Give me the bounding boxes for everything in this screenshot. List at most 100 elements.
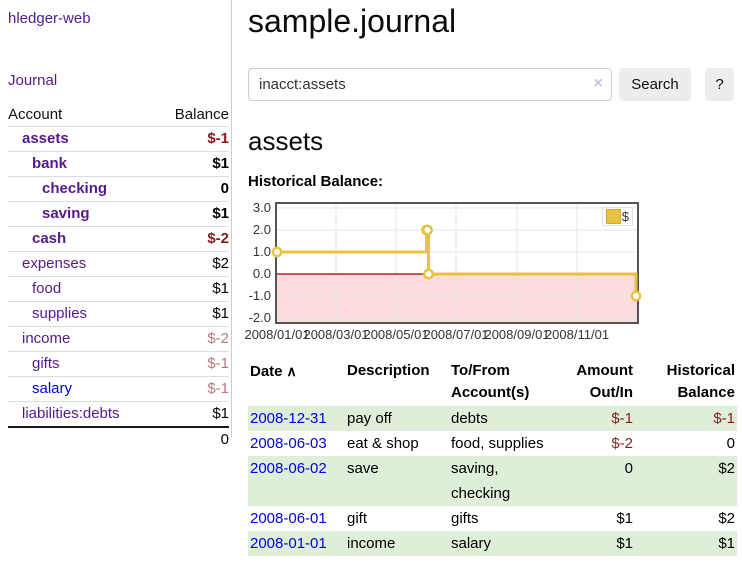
historical-balance-chart: $ 3.0 2.0 1.0 0.0 -1.0 -2.0 2008/01/01 2008/03… (239, 198, 669, 350)
register-header-date[interactable]: Date ∧ (250, 362, 297, 380)
transaction-amount: $1 (616, 534, 633, 552)
page-title: sample.journal (248, 3, 457, 39)
y-axis-tick-label: 0.0 (252, 265, 271, 281)
account-row: cash $-2 (8, 226, 229, 252)
account-balance: $1 (156, 301, 229, 327)
account-row: supplies $1 (8, 301, 229, 327)
account-row: liabilities:debts $1 (8, 401, 229, 427)
transaction-date-link[interactable]: 2008-01-01 (250, 534, 327, 552)
account-balance: $-1 (156, 351, 229, 377)
search-button[interactable]: Search (619, 67, 691, 101)
transaction-amount: $-1 (611, 409, 633, 427)
accounts-table-body: assets $-1 bank $1 checking 0 saving $1 cash $-2 e… (8, 126, 229, 427)
account-balance: $-2 (156, 326, 229, 352)
y-axis-tick-label: -2.0 (248, 309, 271, 325)
account-link[interactable]: checking (42, 180, 108, 197)
account-link[interactable]: cash (32, 230, 67, 247)
register-row: 2008-01-01 income salary $1 $1 (248, 530, 737, 556)
search-form: × Search ? (248, 67, 740, 101)
register-header-balance: Historical Balance (666, 361, 735, 401)
transaction-balance: $-1 (713, 409, 735, 427)
y-axis-tick-label: -1.0 (248, 287, 271, 303)
register-row: 2008-06-02 save saving, checking 0 $2 (248, 455, 737, 506)
y-axis-tick-label: 2.0 (252, 221, 271, 237)
clear-search-icon[interactable]: × (593, 74, 603, 92)
account-link[interactable]: income (22, 330, 71, 347)
account-row: saving $1 (8, 201, 229, 227)
account-balance: $1 (156, 201, 229, 227)
register-row: 2008-06-01 gift gifts $1 $2 (248, 506, 737, 531)
transaction-description: gift (347, 509, 368, 527)
transaction-date-link[interactable]: 2008-06-02 (250, 459, 327, 477)
chart-title: Historical Balance: (248, 172, 384, 190)
accounts-total-row: 0 (8, 426, 229, 452)
account-row: assets $-1 (8, 126, 229, 152)
register-row: 2008-12-31 pay off debts $-1 $-1 (248, 405, 737, 431)
accounts-table: Account Balance assets $-1 bank $1 checking 0… (8, 104, 229, 452)
x-axis-tick-label: 2008/01/01 (244, 326, 310, 342)
y-axis-tick-label: 3.0 (252, 199, 271, 215)
account-link[interactable]: salary (32, 380, 73, 397)
legend-label: $ (621, 208, 629, 224)
account-balance: $1 (156, 401, 229, 427)
transaction-amount: 0 (624, 459, 633, 477)
x-axis-tick-label: 2008/11/01 (544, 326, 610, 342)
x-axis-tick-label: 2008/09/01 (484, 326, 550, 342)
account-row: salary $-1 (8, 376, 229, 402)
main-content: sample.journal × Search ? assets Histori… (244, 0, 740, 556)
account-balance: $1 (156, 151, 229, 177)
account-balance: $-1 (156, 126, 229, 152)
x-axis-tick-label: 2008/07/01 (423, 326, 489, 342)
x-axis-tick-label: 2008/05/01 (363, 326, 429, 342)
transaction-amount: $1 (616, 509, 633, 527)
transaction-balance: $1 (718, 534, 735, 552)
account-link[interactable]: saving (42, 205, 90, 222)
register-header-row: Date ∧ Description To/From Account(s) Amo… (248, 358, 737, 406)
account-balance: 0 (156, 176, 229, 202)
transaction-description: pay off (347, 409, 392, 427)
transaction-date-link[interactable]: 2008-12-31 (250, 409, 327, 427)
sort-ascending-icon: ∧ (286, 362, 297, 379)
account-balance: $2 (156, 251, 229, 277)
account-row: bank $1 (8, 151, 229, 177)
search-box: × (248, 67, 612, 101)
transaction-accounts: gifts (451, 509, 479, 527)
transaction-balance: $2 (718, 509, 735, 527)
transaction-date-link[interactable]: 2008-06-01 (250, 509, 327, 527)
transaction-date-link[interactable]: 2008-06-03 (250, 434, 327, 452)
account-row: income $-2 (8, 326, 229, 352)
transaction-accounts: saving, checking (451, 459, 511, 502)
transaction-accounts: debts (451, 409, 488, 427)
sidebar: hledger-web Journal Account Balance asse… (0, 0, 232, 452)
account-heading: assets (248, 125, 324, 156)
account-row: checking 0 (8, 176, 229, 202)
account-link[interactable]: supplies (32, 305, 88, 322)
brand-link[interactable]: hledger-web (8, 10, 91, 27)
account-row: gifts $-1 (8, 351, 229, 377)
help-button[interactable]: ? (705, 67, 734, 101)
account-link[interactable]: liabilities:debts (22, 405, 120, 422)
chart-plot: $ (271, 201, 642, 324)
accounts-header-row: Account Balance (8, 104, 229, 127)
transaction-description: save (347, 459, 379, 477)
account-link[interactable]: expenses (22, 255, 87, 272)
search-input[interactable] (248, 67, 612, 101)
account-link[interactable]: food (32, 280, 62, 297)
register-header-amount: Amount Out/In (576, 361, 633, 401)
legend-swatch-icon (605, 208, 621, 224)
x-axis-tick-label: 2008/03/01 (303, 326, 369, 342)
transaction-balance: 0 (726, 434, 735, 452)
chart-canvas (271, 203, 642, 322)
y-axis-tick-label: 1.0 (252, 243, 271, 259)
account-balance: $1 (156, 276, 229, 302)
account-link[interactable]: assets (22, 130, 69, 147)
accounts-total-value: 0 (156, 426, 229, 452)
sidebar-item-journal[interactable]: Journal (8, 72, 58, 89)
account-balance: $-2 (156, 226, 229, 252)
account-link[interactable]: gifts (32, 355, 60, 372)
transaction-description: eat & shop (347, 434, 419, 452)
account-link[interactable]: bank (32, 155, 68, 172)
chart-legend: $ (601, 206, 633, 226)
transaction-accounts: food, supplies (451, 434, 544, 452)
register-table-body: 2008-12-31 pay off debts $-1 $-1 2008-06-03 ea… (248, 405, 737, 556)
